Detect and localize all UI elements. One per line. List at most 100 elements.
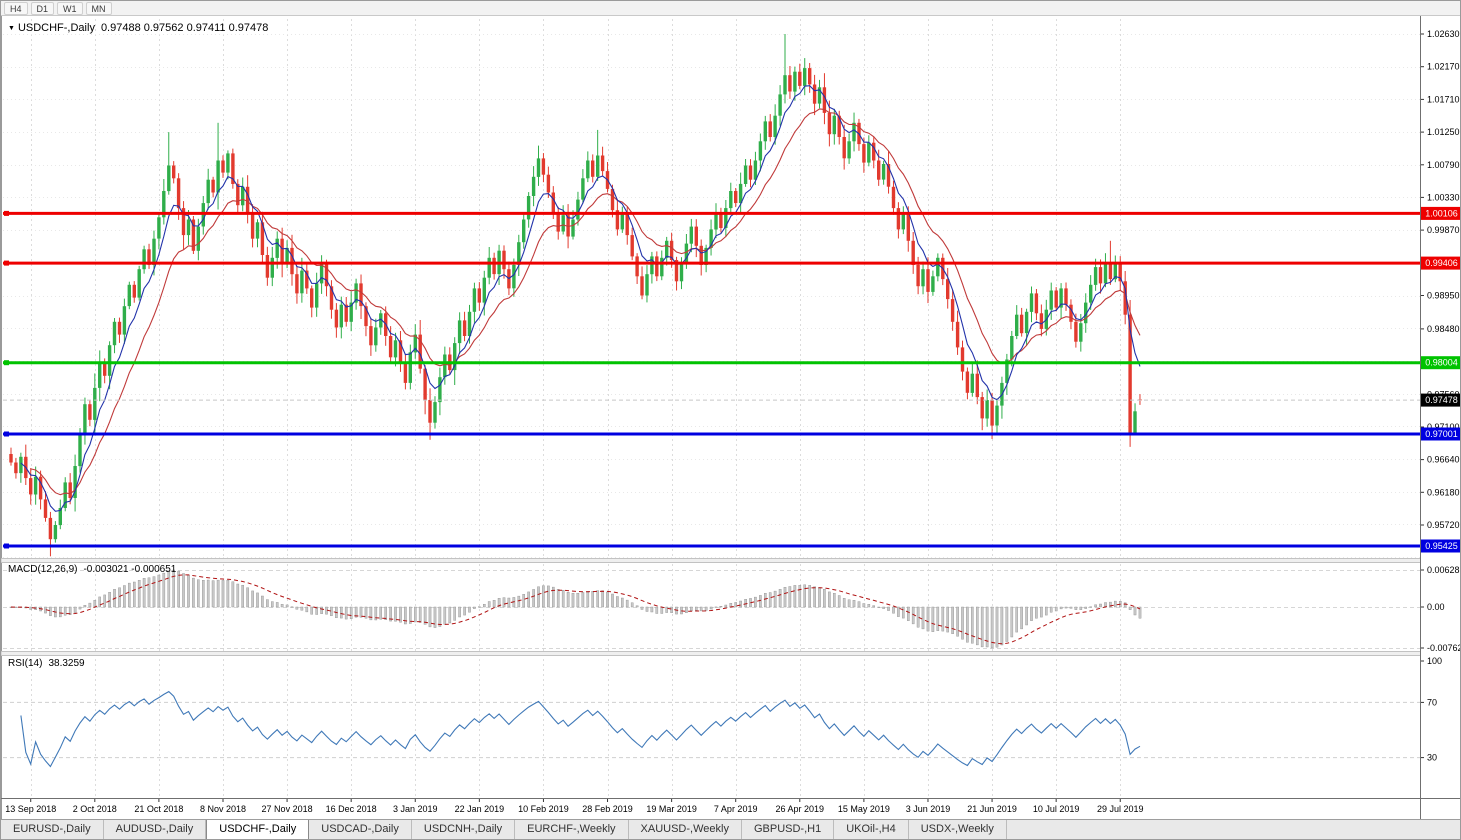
- candlestick: [181, 208, 186, 236]
- candlestick: [260, 222, 265, 255]
- chart-tab-ukoil[interactable]: UKOil-,H4: [834, 820, 909, 839]
- price-axis-label: 1.00330: [1427, 192, 1460, 202]
- chart-tab-gbpusd[interactable]: GBPUSD-,H1: [741, 820, 835, 839]
- date-axis-label: 13 Sep 2018: [5, 804, 56, 814]
- price-label-box: [1421, 539, 1460, 553]
- macd-histogram: [9, 569, 1142, 649]
- price-label-box: [1421, 256, 1460, 270]
- candlestick: [788, 75, 792, 92]
- chart-tab-eurusd[interactable]: EURUSD-,Daily: [1, 820, 104, 839]
- macd-bar: [280, 604, 284, 608]
- macd-bar: [655, 606, 659, 614]
- price-label-box: [1421, 356, 1460, 370]
- macd-bar: [374, 606, 378, 621]
- macd-bar: [596, 590, 599, 608]
- macd-bar: [734, 602, 737, 608]
- line-anchor-handle[interactable]: [4, 260, 9, 266]
- candlestick: [83, 404, 87, 434]
- macd-axis-label: 0.00: [1427, 602, 1445, 612]
- price-axis-label: 1.02170: [1427, 62, 1460, 72]
- line-anchor-handle[interactable]: [4, 543, 9, 549]
- macd-bar: [1000, 606, 1004, 646]
- candlestick: [63, 482, 67, 508]
- macd-bar: [221, 580, 225, 608]
- macd-bar: [527, 591, 530, 608]
- macd-bar: [497, 598, 501, 608]
- date-axis-label: 27 Nov 2018: [262, 804, 313, 814]
- macd-bar: [379, 606, 383, 620]
- macd-bar: [685, 606, 688, 614]
- panel-separator[interactable]: [1, 558, 1461, 563]
- macd-bar: [645, 606, 649, 612]
- candlestick: [88, 404, 92, 420]
- macd-bar: [147, 577, 151, 608]
- macd-bar: [907, 606, 910, 621]
- candlestick: [43, 499, 48, 518]
- macd-bar: [414, 606, 417, 623]
- timeframe-button-h4[interactable]: H4: [4, 1, 28, 15]
- chart-tab-usdcnh[interactable]: USDCNH-,Daily: [411, 820, 516, 839]
- macd-bar: [394, 606, 397, 622]
- candlestick: [586, 160, 590, 179]
- macd-bar: [487, 601, 491, 608]
- price-axis-label: 1.02630: [1427, 29, 1460, 39]
- candlestick: [216, 160, 220, 193]
- candlestick: [512, 264, 516, 289]
- macd-bar: [931, 606, 935, 632]
- macd-bar: [1040, 606, 1043, 618]
- macd-bar: [73, 606, 77, 613]
- macd-bar: [882, 606, 885, 609]
- line-anchor-handle[interactable]: [4, 431, 9, 437]
- candlestick: [310, 288, 314, 308]
- candlestick: [319, 263, 324, 284]
- timeframe-button-d1[interactable]: D1: [30, 1, 55, 15]
- chart-tab-usdx[interactable]: USDX-,Weekly: [908, 820, 1007, 839]
- candlestick: [428, 400, 432, 423]
- candlestick: [867, 142, 871, 163]
- macd-bar: [793, 585, 797, 608]
- candlestick: [1123, 281, 1127, 315]
- candlestick: [783, 75, 787, 95]
- candlestick: [48, 517, 53, 540]
- panel-separator[interactable]: [1, 651, 1461, 656]
- candlestick: [423, 368, 427, 400]
- chart-tab-xauusd[interactable]: XAUUSD-,Weekly: [628, 820, 742, 839]
- chart-tab-eurchf[interactable]: EURCHF-,Weekly: [515, 820, 629, 839]
- chart-tab-audusd[interactable]: AUDUSD-,Daily: [103, 820, 207, 839]
- candlestick: [433, 402, 437, 423]
- macd-bar: [443, 606, 447, 625]
- macd-bar: [867, 604, 871, 608]
- date-axis-label: 19 Mar 2019: [646, 804, 697, 814]
- candlestick: [172, 165, 176, 179]
- candlestick: [344, 304, 348, 322]
- candlestick: [250, 213, 255, 239]
- macd-bar: [887, 606, 890, 611]
- price-label-box: [1421, 206, 1460, 220]
- macd-bar: [611, 593, 614, 608]
- candlestick: [812, 84, 817, 104]
- macd-bar: [63, 606, 67, 616]
- candlestick: [127, 284, 131, 307]
- macd-bar: [961, 606, 964, 640]
- macd-bar: [98, 596, 101, 608]
- macd-bar: [537, 586, 540, 608]
- macd-bar: [532, 589, 535, 608]
- timeframe-button-w1[interactable]: W1: [57, 1, 83, 15]
- macd-bar: [241, 585, 245, 608]
- macd-bar: [754, 596, 757, 608]
- candlestick: [112, 321, 117, 346]
- candlestick: [531, 176, 536, 196]
- candlestick: [339, 304, 343, 328]
- line-anchor-handle[interactable]: [4, 360, 9, 366]
- timeframe-button-mn[interactable]: MN: [85, 1, 112, 15]
- chart-tab-usdchf[interactable]: USDCHF-,Daily: [206, 820, 310, 839]
- rsi-line: [20, 690, 1141, 768]
- symbol-dropdown-icon[interactable]: ▼: [8, 25, 15, 32]
- chart-tab-usdcad[interactable]: USDCAD-,Daily: [309, 820, 412, 839]
- line-anchor-handle[interactable]: [4, 210, 9, 216]
- macd-bar: [93, 600, 97, 608]
- chart-tabs-bar: EURUSD-,Daily AUDUSD-,Daily USDCHF-,Daily U…: [1, 819, 1460, 839]
- macd-bar: [1074, 606, 1078, 610]
- macd-bar: [409, 606, 412, 624]
